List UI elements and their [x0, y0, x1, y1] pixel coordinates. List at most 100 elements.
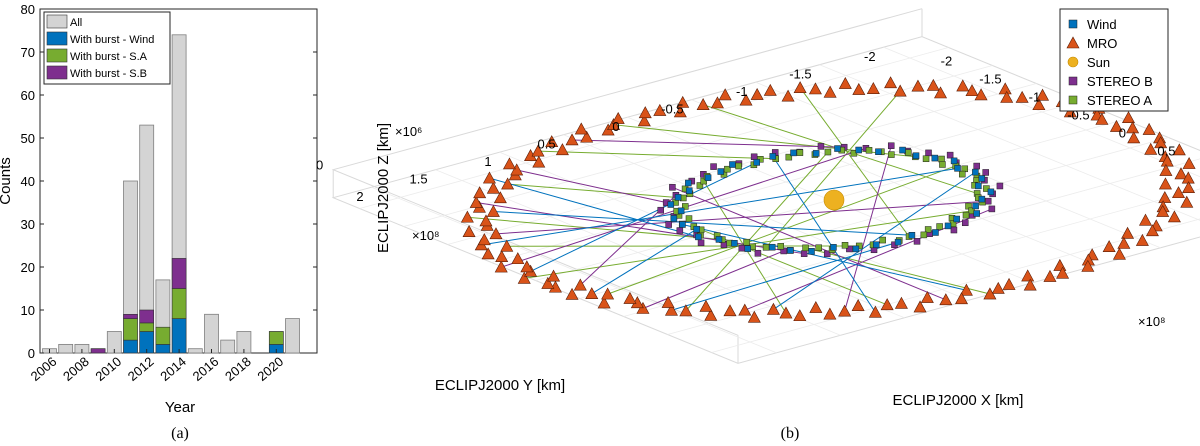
point-wind — [973, 210, 980, 217]
point-mro — [531, 144, 545, 157]
y-tick-label: 0 — [28, 346, 35, 361]
point-mro — [809, 300, 823, 313]
y-tick-label: -2 — [864, 49, 876, 64]
point-mro — [823, 307, 837, 320]
point-mro — [955, 292, 969, 305]
point-mro — [1126, 121, 1140, 134]
point-mro — [500, 239, 514, 252]
point-mro — [1174, 167, 1188, 180]
point-stereo-b — [657, 206, 664, 214]
point-mro — [852, 82, 866, 95]
legend-marker — [1068, 95, 1078, 105]
connection-line — [530, 161, 757, 272]
point-mro — [934, 86, 948, 99]
point-mro — [679, 304, 693, 317]
point-wind — [685, 179, 692, 187]
point-mro — [838, 76, 852, 89]
y-tick-label: 1 — [484, 154, 491, 169]
point-wind — [729, 161, 736, 168]
bar-all — [285, 318, 300, 354]
connection-line — [671, 241, 899, 311]
point-wind — [908, 232, 916, 239]
y-axis-ticks: 0 10 20 30 40 50 60 70 80 — [21, 2, 317, 361]
point-mro — [880, 298, 894, 311]
point-stereo-a — [802, 244, 809, 252]
connection-line — [844, 145, 892, 312]
legend: Wind MRO Sun STEREO B STEREO A — [1059, 8, 1169, 112]
point-mro — [495, 250, 509, 263]
x-axis-label: Year — [165, 399, 195, 416]
point-stereo-a — [905, 149, 912, 156]
point-mro — [1000, 90, 1014, 103]
y-axis-label: ECLIPJ2000 Y [km] — [435, 377, 565, 394]
point-mro — [565, 133, 579, 146]
point-mro — [893, 84, 907, 97]
point-stereo-a — [743, 238, 750, 246]
point-mro — [573, 278, 587, 291]
point-wind — [944, 222, 952, 230]
point-stereo-a — [920, 231, 928, 239]
connection-line — [682, 224, 967, 291]
bar-with-burst-s-b — [90, 348, 106, 354]
point-mro — [661, 295, 675, 308]
point-mro — [1036, 88, 1050, 101]
point-wind — [830, 244, 837, 251]
y-tick-label: 80 — [21, 2, 35, 17]
bar-with-burst-s-a — [171, 288, 187, 319]
point-mro — [965, 84, 979, 97]
legend-swatch — [46, 14, 68, 29]
caption-a: (a) — [171, 425, 189, 442]
point-stereo-a — [762, 244, 770, 251]
point-stereo-a — [785, 153, 793, 161]
point-stereo-a — [983, 185, 990, 192]
bar-with-burst-s-a — [268, 331, 284, 345]
point-wind — [808, 248, 815, 255]
point-mro — [696, 98, 710, 110]
point-sun — [823, 189, 845, 211]
point-mro — [866, 82, 880, 94]
point-stereo-a — [815, 244, 822, 252]
point-mro — [460, 210, 474, 223]
point-wind — [812, 150, 820, 157]
point-stereo-b — [823, 250, 831, 258]
point-mro — [1172, 186, 1186, 199]
point-mro — [494, 260, 508, 273]
point-stereo-a — [865, 147, 873, 154]
point-stereo-b — [697, 239, 705, 247]
connection-line — [591, 228, 697, 295]
point-mro — [1138, 213, 1152, 226]
point-mro — [808, 82, 822, 95]
point-stereo-a — [685, 215, 693, 222]
point-mro — [545, 135, 559, 148]
point-mro — [532, 155, 546, 168]
connection-line — [773, 171, 976, 310]
connection-line — [772, 156, 876, 313]
point-mro — [779, 306, 793, 319]
x-tick-label: -1 — [1029, 90, 1041, 105]
point-mro — [1160, 154, 1174, 167]
y-tick-label: 30 — [21, 217, 35, 232]
point-mro — [894, 296, 908, 309]
x-axis-ticks: 2006 2008 2010 2012 2014 2016 2018 2020 — [28, 349, 286, 384]
point-stereo-b — [887, 142, 895, 149]
point-mro — [793, 309, 807, 322]
point-wind — [670, 215, 678, 222]
x-tick-label: 2020 — [254, 354, 286, 384]
point-wind — [677, 207, 685, 215]
point-mro — [926, 78, 940, 91]
legend-label: With burst - Wind — [70, 34, 154, 46]
x-tick-label: 2018 — [222, 354, 254, 384]
point-mro — [664, 303, 678, 316]
point-mro — [1182, 181, 1196, 194]
point-stereo-b — [925, 149, 932, 157]
y-tick-label: 1.5 — [410, 172, 428, 187]
connection-line — [507, 183, 684, 199]
point-mro — [1021, 269, 1035, 282]
point-mro — [1043, 269, 1057, 282]
point-stereo-b — [676, 227, 684, 234]
point-mro — [580, 130, 594, 143]
y-tick-label: -0.5 — [661, 102, 683, 117]
point-wind — [769, 153, 777, 160]
point-wind — [679, 221, 686, 228]
